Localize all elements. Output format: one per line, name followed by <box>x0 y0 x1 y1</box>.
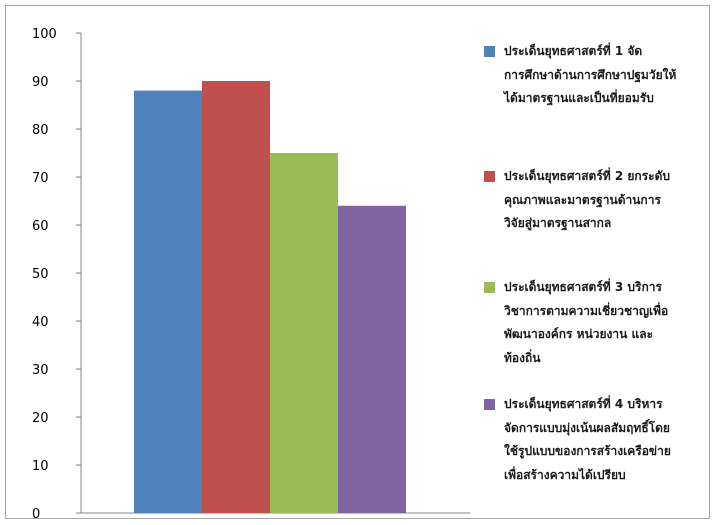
legend-label-line: ประเด็นยุทธศาสตร์ที่ 3 บริการ <box>504 280 662 294</box>
y-tick-label: 70 <box>32 171 49 186</box>
legend-label-line: วิจัยสู่มาตรฐานสากล <box>504 216 612 230</box>
y-tick-label: 40 <box>32 315 49 330</box>
bars <box>134 81 406 514</box>
legend-label-line: การศึกษาด้านการศึกษาปฐมวัยให้ <box>504 67 677 82</box>
legend-swatch <box>484 46 495 57</box>
bar-series-1 <box>134 90 202 513</box>
legend-swatch <box>484 282 495 293</box>
legend-label-line: จัดการแบบมุ่งเน้นผลสัมฤทธิ์โดย <box>504 420 670 435</box>
legend-label-line: ประเด็นยุทธศาสตร์ที่ 1 จัด <box>504 44 643 58</box>
y-tick-label: 50 <box>32 267 49 282</box>
legend-label-line: ใช้รูปแบบของการสร้างเครือข่าย <box>504 444 671 458</box>
legend-swatch <box>484 399 495 410</box>
y-tick-label: 10 <box>32 459 49 474</box>
y-tick-label: 80 <box>32 123 49 138</box>
legend-label: ประเด็นยุทธศาสตร์ที่ 4 บริหารจัดการแบบมุ… <box>504 393 710 487</box>
y-tick-label: 100 <box>32 27 57 42</box>
bar-series-2 <box>202 81 270 513</box>
legend-swatch <box>484 171 495 182</box>
legend-label-line: ท้องถิ่น <box>504 350 541 365</box>
legend-label-line: ประเด็นยุทธศาสตร์ที่ 2 ยกระดับ <box>504 169 671 183</box>
y-tick-label: 0 <box>32 507 40 522</box>
legend-label: ประเด็นยุทธศาสตร์ที่ 1 จัดการศึกษาด้านกา… <box>504 40 710 111</box>
legend-label-line: วิชาการตามความเชี่ยวชาญเพื่อ <box>504 303 669 318</box>
y-tick-label: 60 <box>32 219 49 234</box>
legend-label-line: พัฒนาองค์กร หน่วยงาน และ <box>504 327 654 341</box>
y-tick-label: 30 <box>32 363 49 378</box>
y-tick-label: 20 <box>32 411 49 426</box>
legend-label-line: ได้มาตรฐานและเป็นที่ยอมรับ <box>504 91 654 105</box>
y-tick-label: 90 <box>32 75 49 90</box>
legend-label: ประเด็นยุทธศาสตร์ที่ 2 ยกระดับคุณภาพและม… <box>504 165 710 236</box>
legend-label-line: เพื่อสร้างความได้เปรียบ <box>504 467 626 482</box>
legend-label-line: ประเด็นยุทธศาสตร์ที่ 4 บริหาร <box>504 397 663 411</box>
bar-series-4 <box>338 205 406 514</box>
legend-label-line: คุณภาพและมาตรฐานด้านการ <box>504 192 661 207</box>
bar-series-3 <box>270 153 338 513</box>
legend-label: ประเด็นยุทธศาสตร์ที่ 3 บริการวิชาการตามค… <box>504 276 710 370</box>
